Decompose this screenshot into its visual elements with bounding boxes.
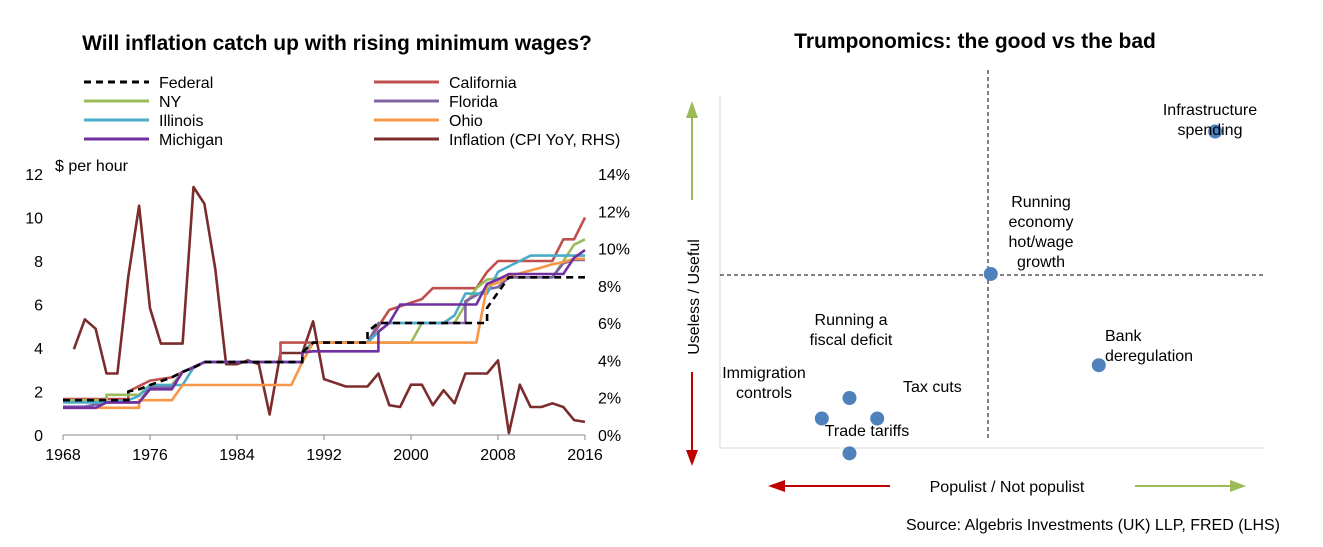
populist-arrow-head	[768, 480, 785, 492]
point-label-line: economy	[1009, 214, 1074, 231]
point-label-line: Running	[1011, 194, 1071, 211]
point-label-line: controls	[736, 385, 792, 402]
x-tick-label: 2000	[393, 447, 429, 464]
scatter-point	[842, 391, 857, 405]
point-label-line: Immigration	[722, 365, 806, 382]
legend-label: Inflation (CPI YoY, RHS)	[449, 132, 620, 149]
point-label-line: fiscal deficit	[810, 332, 893, 349]
y-tick-label: 2	[34, 385, 43, 402]
x-axis-label-right: Populist / Not populist	[930, 479, 1085, 496]
y-axis-label: $ per hour	[55, 158, 129, 175]
x-tick-label: 1992	[306, 447, 342, 464]
legend-label: Illinois	[159, 113, 203, 130]
point-label: Infrastructure spending	[1163, 102, 1257, 139]
y-tick-label: 0	[34, 428, 43, 445]
point-label-line: Bank	[1105, 328, 1142, 345]
scatter-point	[1091, 358, 1106, 373]
scatter-point	[870, 411, 885, 426]
y-tick-label: 10	[25, 211, 43, 228]
point-label-line: deregulation	[1105, 348, 1193, 365]
point-label-line: growth	[1017, 254, 1065, 271]
y2-tick-label: 14%	[598, 167, 630, 184]
point-label-line: hot/wage	[1009, 234, 1074, 251]
legend-label: California	[449, 75, 517, 92]
y2-tick-label: 2%	[598, 391, 621, 408]
series-line-california	[63, 216, 587, 401]
point-label-line: Trade tariffs	[825, 423, 909, 440]
scatter-point	[1208, 124, 1223, 139]
point-label: Trade tariffs	[825, 423, 909, 440]
point-label-line: Running a	[815, 312, 888, 329]
useless-arrow-head	[686, 450, 698, 466]
right-chart-title: Trumponomics: the good vs the bad	[794, 30, 1156, 53]
y-tick-label: 12	[25, 167, 43, 184]
series-line-inflation-cpi-yoy-rhs	[72, 185, 586, 435]
legend-label: Federal	[159, 75, 213, 92]
series-line-federal	[63, 275, 585, 402]
y2-tick-label: 10%	[598, 242, 630, 259]
not-populist-arrow-head	[1230, 480, 1246, 492]
y-tick-label: 4	[34, 341, 43, 358]
legend-label: Michigan	[159, 132, 223, 149]
source-note: Source: Algebris Investments (UK) LLP, F…	[906, 517, 1280, 534]
series-line-michigan	[63, 249, 586, 410]
scatter-point	[842, 446, 857, 461]
series-line-ohio	[63, 257, 585, 410]
scatter-point	[983, 266, 998, 281]
y2-tick-label: 0%	[598, 428, 621, 445]
legend-label: Ohio	[449, 113, 483, 130]
y-tick-label: 8	[34, 254, 43, 271]
y2-tick-label: 12%	[598, 204, 630, 221]
point-label: Running economy hot/wage growth	[1009, 194, 1074, 271]
y2-tick-label: 8%	[598, 279, 621, 296]
x-tick-label: 2016	[567, 447, 603, 464]
point-label-line: spending	[1178, 122, 1243, 139]
point-label: Immigration controls	[722, 365, 806, 402]
left-chart-title: Will inflation catch up with rising mini…	[82, 32, 592, 55]
point-label: Running a fiscal deficit	[810, 312, 893, 349]
x-tick-label: 1976	[132, 447, 168, 464]
legend-label: NY	[159, 94, 182, 111]
y2-tick-label: 6%	[598, 316, 621, 333]
point-label-line: Infrastructure	[1163, 102, 1257, 119]
scatter-point	[814, 411, 829, 426]
x-tick-label: 1968	[45, 447, 81, 464]
x-tick-label: 1984	[219, 447, 255, 464]
y-tick-label: 6	[34, 298, 43, 315]
y2-tick-label: 4%	[598, 353, 621, 370]
legend-label: Florida	[449, 94, 498, 111]
x-tick-label: 2008	[480, 447, 516, 464]
point-label: Tax cuts	[903, 379, 962, 396]
point-label: Bank deregulation	[1105, 328, 1193, 365]
useful-arrow-head	[686, 101, 698, 118]
y-axis-label-right: Useless / Useful	[686, 239, 703, 355]
point-label-line: Tax cuts	[903, 379, 962, 396]
